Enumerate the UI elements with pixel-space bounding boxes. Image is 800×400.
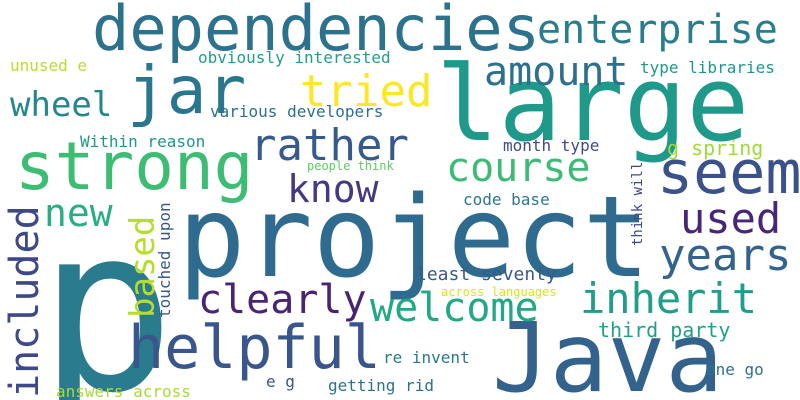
word-obviously-interested: obviously interested <box>198 48 391 67</box>
word-think-will: think will <box>630 161 646 246</box>
word-answers-across: answers across <box>56 382 191 400</box>
word-tried: tried <box>300 66 433 117</box>
word-touched-upon: touched upon <box>155 202 174 318</box>
word-large: large <box>436 43 750 165</box>
word-helpful: helpful <box>128 313 381 383</box>
word-people-think: people think <box>307 159 394 173</box>
word-rather: rather <box>250 120 409 171</box>
word-strong: strong <box>15 128 254 205</box>
word-clearly: clearly <box>198 277 367 323</box>
word-dependencies: dependencies <box>92 0 540 65</box>
word-jar: jar <box>127 52 247 129</box>
word-re-invent: re invent <box>383 348 470 367</box>
word-years: years <box>659 230 792 281</box>
word-least-seventy: least seventy <box>416 264 557 285</box>
word-amount: amount <box>484 49 629 95</box>
word-course: course <box>446 145 591 191</box>
word-various-developers: various developers <box>210 102 384 121</box>
word-e-g: e g <box>266 372 295 391</box>
word-one-go: one go <box>706 360 764 379</box>
word-across-languages: across languages <box>441 285 557 299</box>
word-within-reason: Within reason <box>80 132 206 151</box>
word-enterprise: enterprise <box>537 7 778 53</box>
word-month-type: month type <box>503 136 600 155</box>
word-type-libraries: type libraries <box>640 58 775 77</box>
word-code-base: code base <box>463 190 550 209</box>
word-know: know <box>287 167 379 211</box>
word-unused-e: unused e <box>10 56 88 75</box>
word-project: project <box>178 173 651 303</box>
word-included: included <box>2 205 48 398</box>
word-welcome: welcome <box>370 285 539 331</box>
word-seem: seem <box>657 138 800 208</box>
word-p: p <box>38 177 176 400</box>
word-new: new <box>44 191 113 235</box>
word-java: Java <box>492 302 724 400</box>
word-wheel: wheel <box>10 85 113 125</box>
word-g-spring: g spring <box>667 136 764 160</box>
word-third-party: third party <box>598 318 731 342</box>
word-getting-rid: getting rid <box>328 376 434 395</box>
word-used: used <box>680 194 782 243</box>
word-inherit: inherit <box>580 274 758 323</box>
